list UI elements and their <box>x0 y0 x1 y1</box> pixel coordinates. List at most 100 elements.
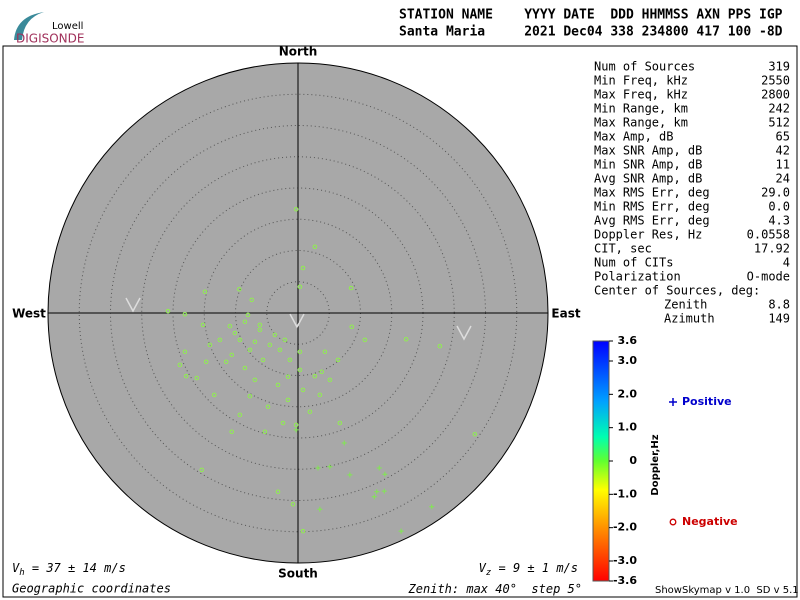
center-value: 8.8 <box>768 298 790 312</box>
north-label: North <box>279 45 317 59</box>
stat-value: 242 <box>768 102 790 116</box>
source-circle <box>300 265 306 271</box>
step-label: step <box>531 582 560 596</box>
source-circle <box>237 337 243 343</box>
vz-sub: z <box>486 568 491 578</box>
source-circle <box>242 365 248 371</box>
source-circle <box>257 322 263 328</box>
source-circle <box>275 489 281 495</box>
stats-panel: Center of Sources, deg: Num of Sources 31… <box>594 60 790 326</box>
stat-label: Avg RMS Err, deg <box>594 214 710 228</box>
stat-value: 4.3 <box>768 214 790 228</box>
source-circle <box>290 501 296 507</box>
stat-label: Num of CITs <box>594 256 673 270</box>
source-circle <box>194 375 200 381</box>
stat-value: 512 <box>768 116 790 130</box>
colorbar-tick-label: -3.6 <box>613 574 637 587</box>
source-circle <box>293 206 299 212</box>
source-plus <box>371 494 377 500</box>
version-text: ShowSkymap v 1.0 SD v 5.1 <box>655 585 799 596</box>
source-circle <box>312 244 318 250</box>
vz-value: = 9 ± 1 m/s <box>491 561 578 575</box>
source-circle <box>285 374 291 380</box>
source-circle <box>349 324 355 330</box>
source-circle <box>312 373 318 379</box>
coords-text: Geographic coordinates <box>12 582 171 596</box>
velocity-markers <box>125 297 472 341</box>
center-title: Center of Sources, deg: <box>594 284 760 298</box>
colorbar-tick-label: -2.0 <box>613 521 637 534</box>
zenith-label: Zenith: max <box>408 582 489 596</box>
colorbar-tick-label: -1.0 <box>613 487 637 500</box>
legend-symbol <box>669 518 677 526</box>
colorbar-tick-label: -3.0 <box>613 554 637 567</box>
vh-symbol: V <box>12 561 20 575</box>
colorbar-scale <box>592 340 610 582</box>
source-plus <box>341 440 347 446</box>
source-circle <box>182 311 188 317</box>
stat-value: 24 <box>776 172 790 186</box>
stat-label: Min Range, km <box>594 102 688 116</box>
source-circle <box>293 422 299 428</box>
footer: Vh = 37 ± 14 m/s Vz = 9 ± 1 m/s Geograph… <box>12 561 799 597</box>
stat-value: 0.0 <box>768 200 790 214</box>
source-circle <box>300 528 306 534</box>
source-plus <box>327 464 333 470</box>
source-circle <box>437 343 443 349</box>
stat-label: Max Amp, dB <box>594 130 673 144</box>
stat-value: 4 <box>783 256 790 270</box>
stat-label: Min RMS Err, deg <box>594 200 710 214</box>
colorbar-tick-label: 1.0 <box>618 421 638 434</box>
stat-label: Max Range, km <box>594 116 688 130</box>
colorbar-tick-label: 2.0 <box>618 387 638 400</box>
source-circle <box>265 404 271 410</box>
source-circle <box>403 336 409 342</box>
source-circle <box>282 337 288 343</box>
stat-value: O-mode <box>747 270 790 284</box>
source-circle <box>202 289 208 295</box>
stat-value: 0.0558 <box>747 228 790 242</box>
stat-value: 17.92 <box>754 242 790 256</box>
logo: Lowell DIGISONDE <box>14 12 84 46</box>
source-plus <box>381 488 387 494</box>
source-circle <box>285 397 291 403</box>
stat-value: 2550 <box>761 74 790 88</box>
center-label: Zenith <box>664 298 707 312</box>
east-label: East <box>551 307 580 321</box>
source-plus <box>429 504 435 510</box>
source-circle <box>183 373 189 379</box>
source-circle <box>300 387 306 393</box>
source-circle <box>211 392 217 398</box>
source-circle <box>217 337 223 343</box>
source-circle <box>362 337 368 343</box>
source-circle <box>335 357 341 363</box>
stat-value: 2800 <box>761 88 790 102</box>
source-circle <box>348 285 354 291</box>
source-circle <box>287 357 293 363</box>
source-circle <box>236 286 242 292</box>
points <box>165 206 478 534</box>
source-circle <box>223 359 229 365</box>
stat-label: Min Freq, kHz <box>594 74 688 88</box>
vz-symbol: V <box>479 561 487 575</box>
stat-label: Max Freq, kHz <box>594 88 688 102</box>
source-circle <box>327 377 333 383</box>
source-plus <box>398 528 404 534</box>
source-circle <box>165 308 171 314</box>
stat-label: CIT, sec <box>594 242 652 256</box>
source-circle <box>267 342 273 348</box>
frame <box>2 45 798 598</box>
source-circle <box>232 330 238 336</box>
logo-bottom: DIGISONDE <box>16 32 84 46</box>
source-circle <box>319 369 325 375</box>
legend-label: Positive <box>682 395 732 408</box>
center-value: 149 <box>768 312 790 326</box>
source-circle <box>297 349 303 355</box>
source-circle <box>252 339 258 345</box>
source-circle <box>262 429 268 435</box>
source-circle <box>277 347 283 353</box>
source-circle <box>200 322 206 328</box>
source-circle <box>252 377 258 383</box>
source-circle <box>227 323 233 329</box>
